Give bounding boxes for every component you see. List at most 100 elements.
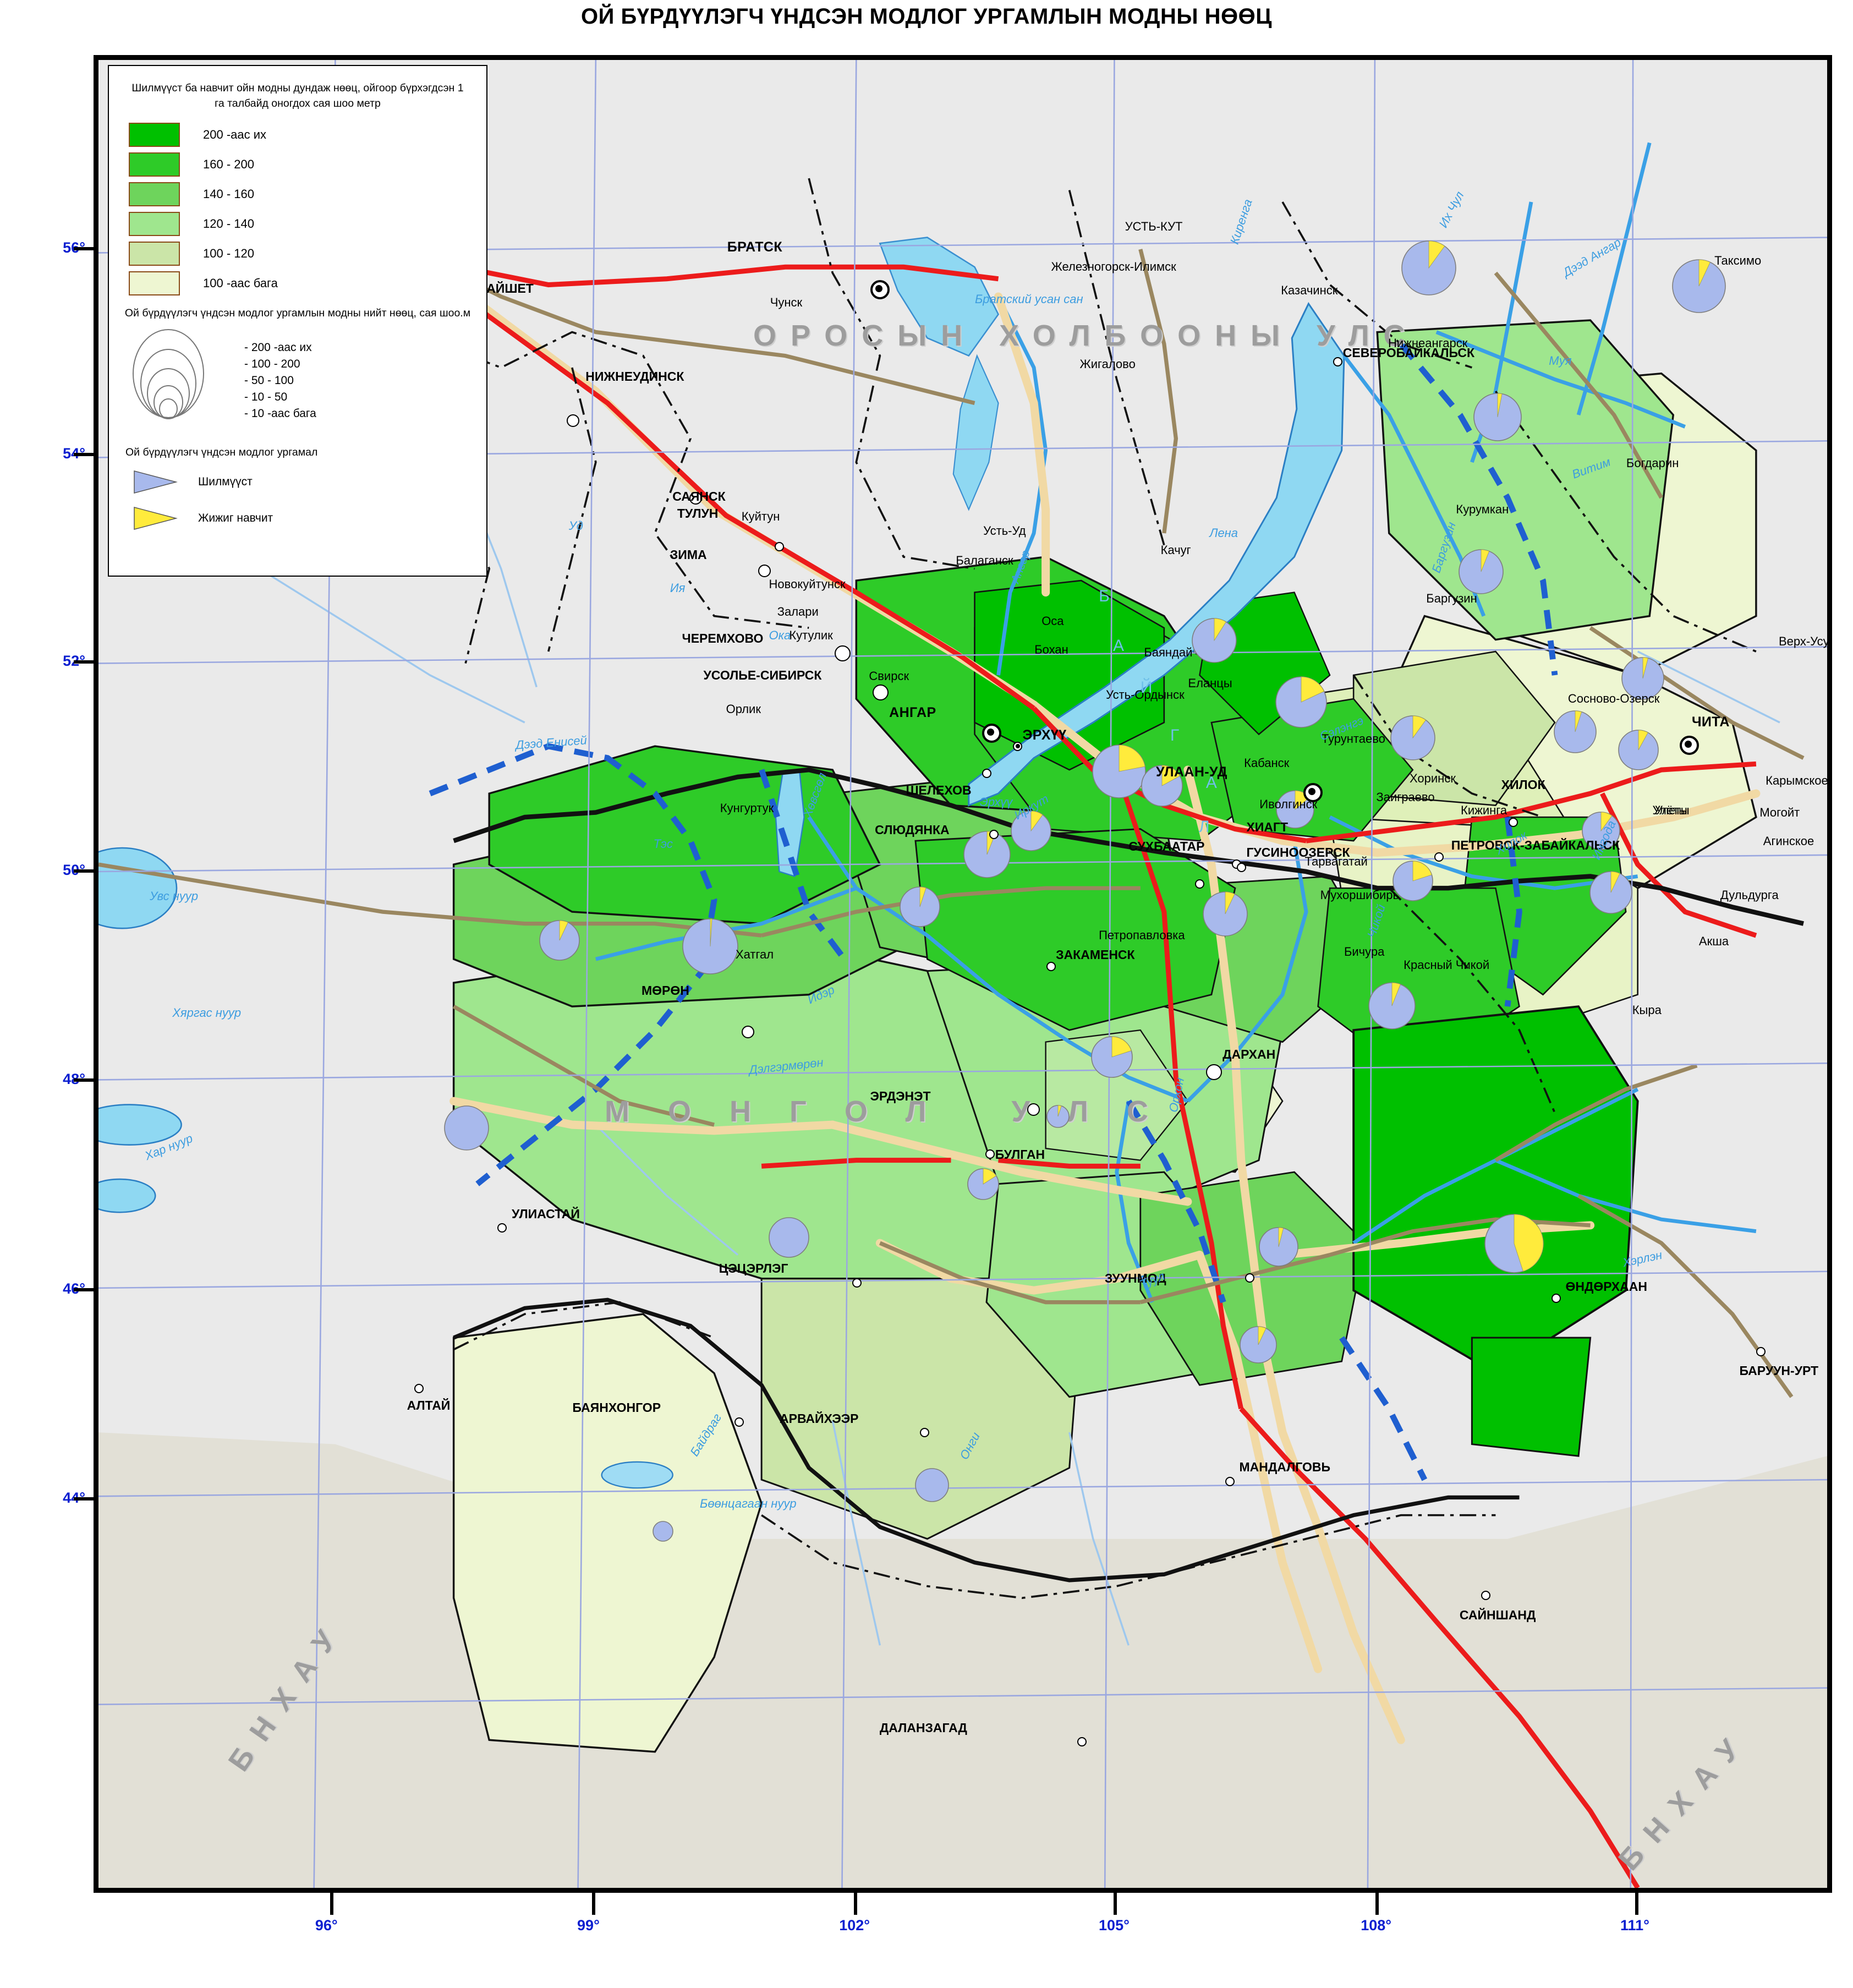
city-label: ПЕТРОВСК-ЗАБАЙКАЛЬСК <box>1451 837 1620 852</box>
city-marker[interactable] <box>1508 818 1518 828</box>
hydronym-label: Орхон <box>1166 1076 1187 1114</box>
forest-resource-pie[interactable] <box>1618 729 1659 771</box>
city-marker[interactable] <box>1027 1103 1040 1116</box>
city-marker[interactable] <box>1481 1591 1490 1601</box>
conifer-wedge-icon <box>134 470 178 494</box>
hydronym-label: Ока <box>769 628 791 643</box>
forest-resource-pie[interactable] <box>652 1520 674 1542</box>
forest-resource-pie[interactable] <box>1046 1104 1070 1129</box>
legend-swatch-list: 200 -аас их 160 - 200 140 - 160 120 - 140 10… <box>119 122 476 295</box>
forest-resource-pie[interactable] <box>1589 870 1633 914</box>
city-label: ЗУУНМОД <box>1104 1270 1166 1285</box>
forest-resource-pie[interactable] <box>1202 891 1248 937</box>
city-marker[interactable] <box>1303 783 1323 803</box>
legend-color-swatch <box>129 122 180 147</box>
forest-resource-pie[interactable] <box>1141 764 1183 807</box>
city-marker[interactable] <box>775 541 785 551</box>
city-marker[interactable] <box>852 1278 862 1288</box>
city-label: ЗИМА <box>670 547 707 562</box>
city-marker[interactable] <box>1077 1737 1087 1747</box>
forest-resource-pie[interactable] <box>682 918 739 975</box>
longitude-label: 96° <box>315 1917 338 1934</box>
longitude-label: 99° <box>577 1917 600 1934</box>
city-marker[interactable] <box>689 491 702 505</box>
longitude-tick <box>1114 1893 1117 1915</box>
city-marker[interactable] <box>982 724 1001 743</box>
city-label: Баргузин <box>1426 592 1477 606</box>
city-marker[interactable] <box>741 1026 754 1039</box>
legend-color-swatch <box>129 241 180 266</box>
forest-resource-pie[interactable] <box>914 1467 950 1503</box>
city-label: Качуг <box>1160 543 1191 557</box>
forest-resource-pie[interactable] <box>1392 860 1434 902</box>
longitude-tick <box>854 1893 858 1915</box>
city-label: Таксимо <box>1714 254 1762 268</box>
city-marker[interactable] <box>1756 1347 1766 1357</box>
forest-resource-pie[interactable] <box>1275 676 1328 729</box>
forest-resource-pie[interactable] <box>1368 982 1416 1030</box>
forest-resource-pie[interactable] <box>1473 392 1522 442</box>
city-marker[interactable] <box>985 1149 995 1159</box>
city-marker[interactable] <box>1195 879 1205 889</box>
city-marker[interactable] <box>414 1384 424 1394</box>
city-marker[interactable] <box>734 1417 744 1427</box>
city-label: ШЕЛЕХОВ <box>906 783 972 798</box>
longitude-label: 105° <box>1099 1917 1130 1934</box>
forest-resource-pie[interactable] <box>1671 259 1726 314</box>
legend-size-labels: - 200 -аас их - 100 - 200 - 50 - 100 - 10 -… <box>244 339 316 422</box>
hydronym-label: Братский усан сан <box>974 292 1083 306</box>
forest-resource-pie[interactable] <box>539 919 580 961</box>
forest-resource-pie[interactable] <box>443 1105 490 1151</box>
forest-resource-pie[interactable] <box>1401 240 1457 296</box>
city-marker[interactable] <box>566 414 579 428</box>
city-marker[interactable] <box>870 280 890 299</box>
forest-resource-pie[interactable] <box>1010 810 1052 852</box>
city-marker[interactable] <box>982 769 991 779</box>
city-label: Кижинга <box>1461 803 1507 818</box>
city-marker[interactable] <box>920 1428 930 1438</box>
forest-resource-pie[interactable] <box>899 886 941 928</box>
city-marker[interactable] <box>1680 735 1700 755</box>
forest-resource-pie[interactable] <box>1553 710 1597 754</box>
city-label: Бичура <box>1344 945 1385 959</box>
city-marker[interactable] <box>1225 1476 1235 1486</box>
city-label: УЛААН-УД <box>1155 764 1227 780</box>
city-marker[interactable] <box>834 645 851 661</box>
city-marker[interactable] <box>497 1223 507 1233</box>
forest-resource-pie[interactable] <box>1275 790 1315 829</box>
forest-resource-pie[interactable] <box>963 830 1011 879</box>
city-label: Усть-Уд <box>983 524 1026 538</box>
forest-resource-pie[interactable] <box>1458 549 1504 595</box>
city-marker[interactable] <box>1013 741 1023 751</box>
city-marker[interactable] <box>989 829 999 839</box>
forest-resource-pie[interactable] <box>967 1168 1000 1201</box>
city-label: Турунтаево <box>1321 732 1385 746</box>
city-marker[interactable] <box>1237 863 1247 873</box>
forest-resource-pie[interactable] <box>1239 1326 1278 1364</box>
forest-resource-pie[interactable] <box>1191 617 1237 664</box>
map-label-layer: БРАТСК ТАЙШЕТ НИЖНЕУДИНСК ТУЛУН ЗИМА САЯНСК ЧЕ… <box>98 60 1827 1888</box>
lake-baikal-label: Л <box>1198 818 1210 836</box>
forest-resource-pie[interactable] <box>1581 811 1621 851</box>
city-marker[interactable] <box>872 684 889 700</box>
city-marker[interactable] <box>1046 961 1056 971</box>
forest-resource-pie[interactable] <box>768 1217 810 1258</box>
city-label: МӨРӨН <box>641 983 689 998</box>
forest-resource-pie[interactable] <box>1390 715 1436 761</box>
city-marker[interactable] <box>1205 1064 1222 1080</box>
legend-class-label: 100 - 120 <box>203 246 254 260</box>
city-label: ЭРДЭНЭТ <box>870 1088 931 1103</box>
city-marker[interactable] <box>1434 852 1444 862</box>
city-marker[interactable] <box>758 564 771 577</box>
forest-resource-pie[interactable] <box>1258 1226 1299 1267</box>
city-marker[interactable] <box>1245 1273 1255 1283</box>
forest-resource-pie[interactable] <box>1090 1036 1133 1078</box>
city-marker[interactable] <box>1333 357 1343 367</box>
forest-resource-pie[interactable] <box>1484 1213 1544 1274</box>
forest-resource-pie[interactable] <box>1092 744 1147 799</box>
legend-class-row: 140 - 160 <box>119 182 476 206</box>
forest-resource-pie[interactable] <box>1621 656 1665 700</box>
country-label-russia: ОРОСЫН ХОЛБООНЫ УЛС <box>753 319 1419 352</box>
hydronym-label: Дээд Енисей <box>514 733 588 752</box>
city-marker[interactable] <box>1551 1293 1561 1303</box>
